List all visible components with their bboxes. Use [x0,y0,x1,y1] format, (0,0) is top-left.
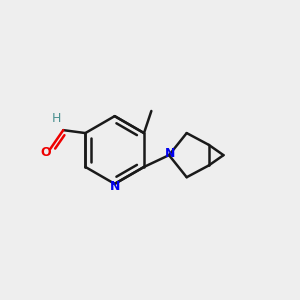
Text: O: O [40,146,51,159]
Text: H: H [52,112,62,125]
Text: N: N [165,147,176,160]
Text: N: N [110,180,120,193]
